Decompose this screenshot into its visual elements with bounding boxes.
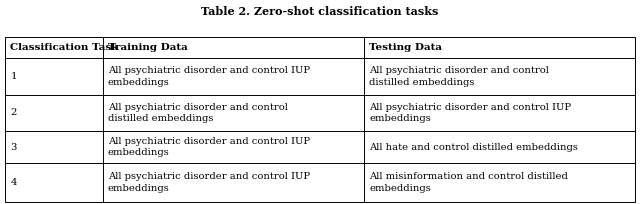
Bar	[5, 37, 635, 202]
Text: 3: 3	[10, 143, 17, 152]
Text: All psychiatric disorder and control IUP
embeddings: All psychiatric disorder and control IUP…	[369, 102, 572, 123]
Text: All psychiatric disorder and control IUP
embeddings: All psychiatric disorder and control IUP…	[108, 172, 310, 193]
Text: All psychiatric disorder and control
distilled embeddings: All psychiatric disorder and control dis…	[369, 66, 549, 87]
Text: Training Data: Training Data	[108, 43, 188, 52]
Text: Table 2. Zero-shot classification tasks: Table 2. Zero-shot classification tasks	[202, 6, 438, 17]
Text: All misinformation and control distilled
embeddings: All misinformation and control distilled…	[369, 172, 568, 193]
Text: 2: 2	[10, 108, 17, 117]
Text: All psychiatric disorder and control IUP
embeddings: All psychiatric disorder and control IUP…	[108, 66, 310, 87]
Text: All psychiatric disorder and control
distilled embeddings: All psychiatric disorder and control dis…	[108, 102, 288, 123]
Text: 4: 4	[10, 178, 17, 187]
Text: 1: 1	[10, 72, 17, 81]
Text: All psychiatric disorder and control IUP
embeddings: All psychiatric disorder and control IUP…	[108, 137, 310, 157]
Text: All hate and control distilled embeddings: All hate and control distilled embedding…	[369, 143, 578, 152]
Text: Classification Task: Classification Task	[10, 43, 118, 52]
Text: Testing Data: Testing Data	[369, 43, 442, 52]
